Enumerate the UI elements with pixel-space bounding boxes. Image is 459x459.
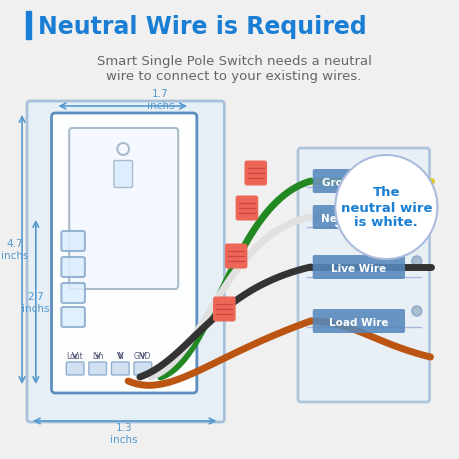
Text: Neutral Wire is Required: Neutral Wire is Required [38,15,366,39]
Bar [26,12,31,40]
Text: Neutral Wire: Neutral Wire [320,213,396,223]
FancyBboxPatch shape [27,102,224,422]
Text: Lin: Lin [92,351,103,360]
Text: N: N [117,351,123,360]
FancyBboxPatch shape [66,362,84,375]
Circle shape [411,306,421,316]
FancyBboxPatch shape [312,206,404,230]
FancyBboxPatch shape [244,161,267,186]
FancyBboxPatch shape [51,114,196,393]
FancyBboxPatch shape [224,244,247,269]
FancyBboxPatch shape [69,129,178,289]
Circle shape [335,156,437,259]
FancyBboxPatch shape [114,161,132,188]
FancyBboxPatch shape [312,256,404,280]
Polygon shape [335,225,368,252]
Text: 1.3
inchs: 1.3 inchs [110,422,138,444]
FancyBboxPatch shape [61,257,85,277]
Text: wire to connect to your existing wires.: wire to connect to your existing wires. [106,70,361,83]
Text: Lout: Lout [67,351,83,360]
FancyBboxPatch shape [213,297,235,322]
Text: 2.7
inchs: 2.7 inchs [22,291,50,313]
Text: Live Wire: Live Wire [330,263,386,273]
Text: Ground Wire: Ground Wire [321,177,395,187]
Circle shape [411,173,421,183]
FancyBboxPatch shape [312,309,404,333]
Text: The
neutral wire
is white.: The neutral wire is white. [340,186,431,229]
Text: 1.7
inchs: 1.7 inchs [146,89,174,111]
Text: Load Wire: Load Wire [328,317,388,327]
Circle shape [411,257,421,266]
Text: Smart Single Pole Switch needs a neutral: Smart Single Pole Switch needs a neutral [96,55,371,68]
FancyBboxPatch shape [111,362,129,375]
FancyBboxPatch shape [89,362,106,375]
Text: GND: GND [134,351,151,360]
FancyBboxPatch shape [312,170,404,194]
FancyBboxPatch shape [61,283,85,303]
FancyBboxPatch shape [61,308,85,327]
FancyBboxPatch shape [134,362,151,375]
FancyBboxPatch shape [61,231,85,252]
FancyBboxPatch shape [235,196,257,221]
FancyBboxPatch shape [297,149,429,402]
Circle shape [411,210,421,219]
Text: 4.7
inchs: 4.7 inchs [1,239,29,260]
